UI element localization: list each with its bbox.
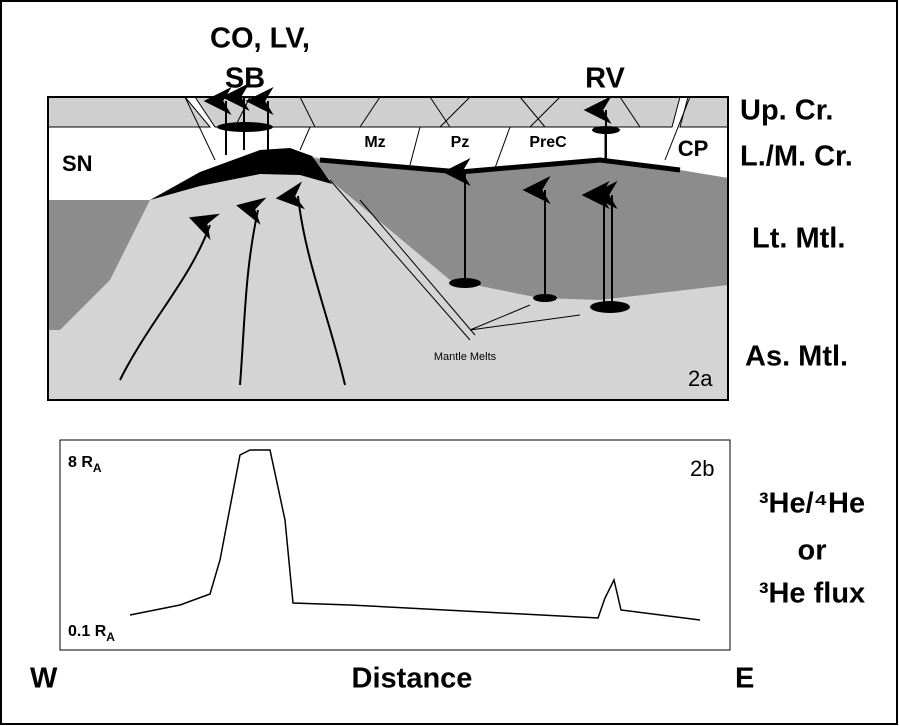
x-label: Distance [352, 663, 473, 695]
label: CO, LV, [210, 23, 310, 55]
y-label: 0.1 RA [68, 623, 115, 644]
profile-plot [60, 440, 730, 650]
region-label: Mz [364, 134, 385, 151]
layer-label: L./M. Cr. [740, 141, 853, 173]
panel-label: 2a [688, 366, 713, 391]
layer-label: Up. Cr. [740, 95, 833, 127]
side-label: or [798, 535, 827, 567]
layer-label: As. Mtl. [745, 341, 848, 373]
region-label: CP [678, 136, 709, 161]
figure: CO, LV, SB RV Up. Cr. L./M. Cr. Lt. Mtl.… [0, 0, 899, 726]
cross-section [48, 97, 728, 400]
region-label: PreC [529, 134, 567, 151]
label: RV [585, 63, 625, 95]
x-label: E [735, 663, 754, 695]
y-label: 8 RA [68, 454, 102, 475]
region-label: SN [62, 151, 93, 176]
side-label: ³He flux [759, 578, 865, 610]
panel-label: 2b [690, 456, 714, 481]
layer-label: Lt. Mtl. [752, 223, 845, 255]
label: SB [225, 63, 265, 95]
side-label: ³He/⁴He [759, 488, 865, 520]
annotation: Mantle Melts [434, 351, 497, 363]
region-label: Pz [451, 134, 470, 151]
x-label: W [30, 663, 58, 695]
